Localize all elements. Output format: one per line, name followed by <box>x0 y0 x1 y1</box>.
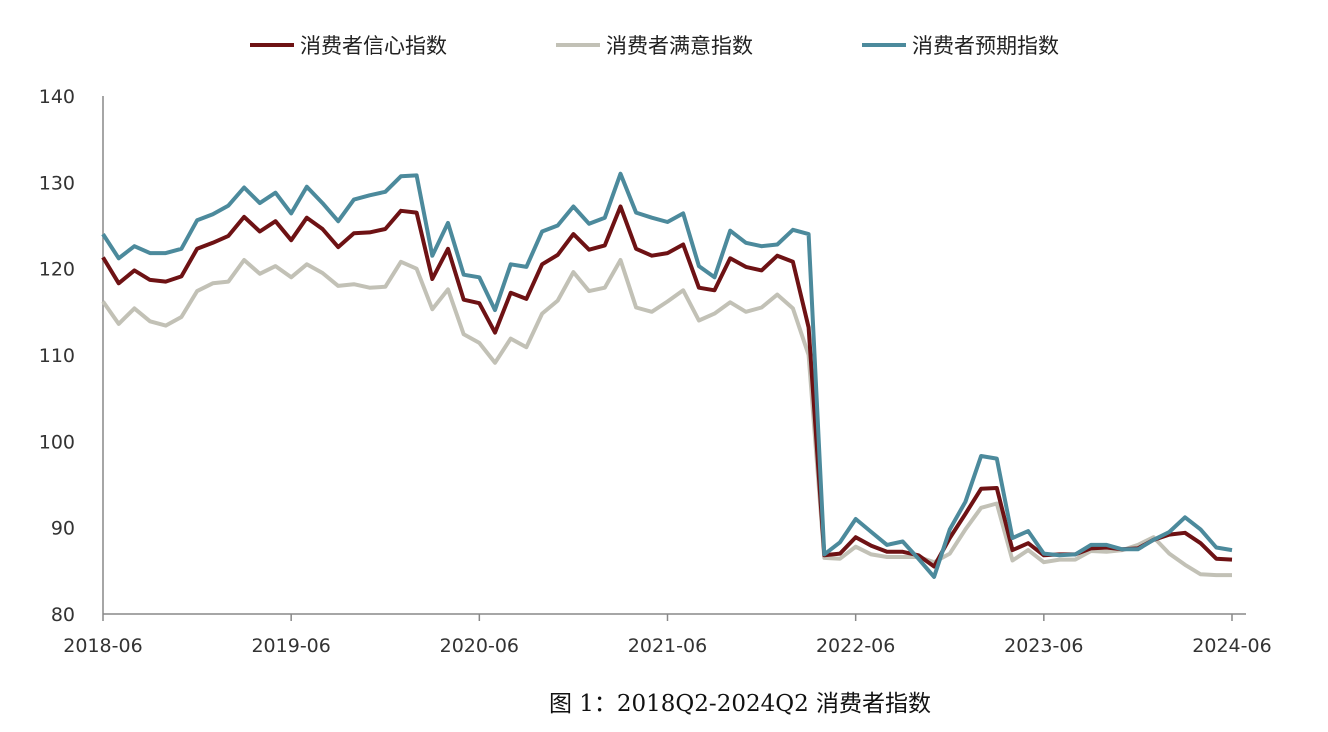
series-line-2 <box>101 258 1232 578</box>
y-tick-label: 120 <box>39 259 75 281</box>
series-line-1 <box>101 204 1233 569</box>
legend-swatch <box>250 43 294 47</box>
y-tick-label: 90 <box>51 518 75 540</box>
x-tick-label: 2020-06 <box>440 635 519 657</box>
series-line-3 <box>101 171 1233 579</box>
legend-item-satisfaction: 消费者满意指数 <box>556 30 753 60</box>
x-tick-label: 2023-06 <box>1004 635 1083 657</box>
legend: 消费者信心指数 消费者满意指数 消费者预期指数 <box>0 30 1328 64</box>
y-tick-label: 140 <box>39 86 75 108</box>
y-tick-label: 130 <box>39 172 75 194</box>
x-tick-label: 2021-06 <box>628 635 707 657</box>
legend-item-expectation: 消费者预期指数 <box>862 30 1059 60</box>
y-tick-label: 100 <box>39 431 75 453</box>
y-tick-label: 80 <box>51 604 75 626</box>
legend-label: 消费者满意指数 <box>606 34 753 58</box>
x-tick-label: 2024-06 <box>1192 635 1271 657</box>
line-chart: 80 90 100 110 120 130 140 2018-06 2019-06 2020-06… <box>39 86 1272 657</box>
legend-label: 消费者预期指数 <box>912 34 1059 58</box>
figure-caption: 图 1：2018Q2-2024Q2 消费者指数 <box>548 691 932 717</box>
y-tick-label: 110 <box>39 345 75 367</box>
x-tick-label: 2018-06 <box>63 635 142 657</box>
x-tick-label: 2019-06 <box>251 635 330 657</box>
legend-swatch <box>862 43 906 47</box>
legend-label: 消费者信心指数 <box>300 34 447 58</box>
legend-item-cci: 消费者信心指数 <box>250 30 447 60</box>
x-tick-label: 2022-06 <box>816 635 895 657</box>
legend-swatch <box>556 43 600 47</box>
